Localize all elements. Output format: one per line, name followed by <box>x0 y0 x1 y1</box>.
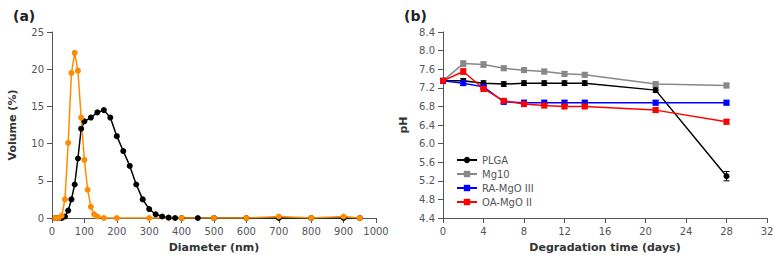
svg-text:0: 0 <box>49 226 55 237</box>
svg-text:0: 0 <box>440 226 446 237</box>
svg-text:20: 20 <box>639 226 652 237</box>
svg-text:Diameter (nm): Diameter (nm) <box>169 241 260 254</box>
svg-text:4.8: 4.8 <box>419 194 435 205</box>
svg-text:24: 24 <box>680 226 693 237</box>
svg-text:200: 200 <box>107 226 126 237</box>
svg-text:300: 300 <box>140 226 159 237</box>
svg-text:6.4: 6.4 <box>419 120 435 131</box>
svg-text:pH: pH <box>397 116 410 133</box>
svg-text:8.0: 8.0 <box>419 45 435 56</box>
svg-text:900: 900 <box>334 226 353 237</box>
svg-text:(b): (b) <box>404 8 427 24</box>
svg-text:OA-MgO II: OA-MgO II <box>482 197 532 208</box>
svg-text:5.6: 5.6 <box>419 157 435 168</box>
svg-text:4: 4 <box>480 226 486 237</box>
svg-text:0: 0 <box>38 213 44 224</box>
svg-text:5: 5 <box>38 175 44 186</box>
svg-text:800: 800 <box>302 226 321 237</box>
svg-text:20: 20 <box>31 64 44 75</box>
svg-text:Mg10: Mg10 <box>482 169 510 180</box>
svg-text:8: 8 <box>521 226 527 237</box>
svg-text:8.4: 8.4 <box>419 27 435 38</box>
svg-text:32: 32 <box>761 226 774 237</box>
svg-text:100: 100 <box>75 226 94 237</box>
svg-text:Volume (%): Volume (%) <box>6 90 19 161</box>
svg-text:700: 700 <box>269 226 288 237</box>
svg-text:600: 600 <box>237 226 256 237</box>
svg-text:400: 400 <box>172 226 191 237</box>
svg-text:5.2: 5.2 <box>419 175 435 186</box>
svg-text:RA-MgO III: RA-MgO III <box>482 183 534 194</box>
svg-text:6.8: 6.8 <box>419 101 435 112</box>
svg-text:Degradation time (days): Degradation time (days) <box>529 241 680 254</box>
svg-text:4.4: 4.4 <box>419 213 435 224</box>
svg-text:16: 16 <box>599 226 612 237</box>
svg-text:7.6: 7.6 <box>419 64 435 75</box>
svg-text:25: 25 <box>31 27 44 38</box>
svg-text:7.2: 7.2 <box>419 82 435 93</box>
svg-text:500: 500 <box>204 226 223 237</box>
svg-text:12: 12 <box>558 226 571 237</box>
svg-text:1000: 1000 <box>363 226 388 237</box>
svg-text:15: 15 <box>31 101 44 112</box>
svg-text:10: 10 <box>31 138 44 149</box>
svg-text:6.0: 6.0 <box>419 138 435 149</box>
svg-text:PLGA: PLGA <box>482 155 508 166</box>
svg-text:28: 28 <box>720 226 733 237</box>
svg-text:(a): (a) <box>13 8 35 24</box>
